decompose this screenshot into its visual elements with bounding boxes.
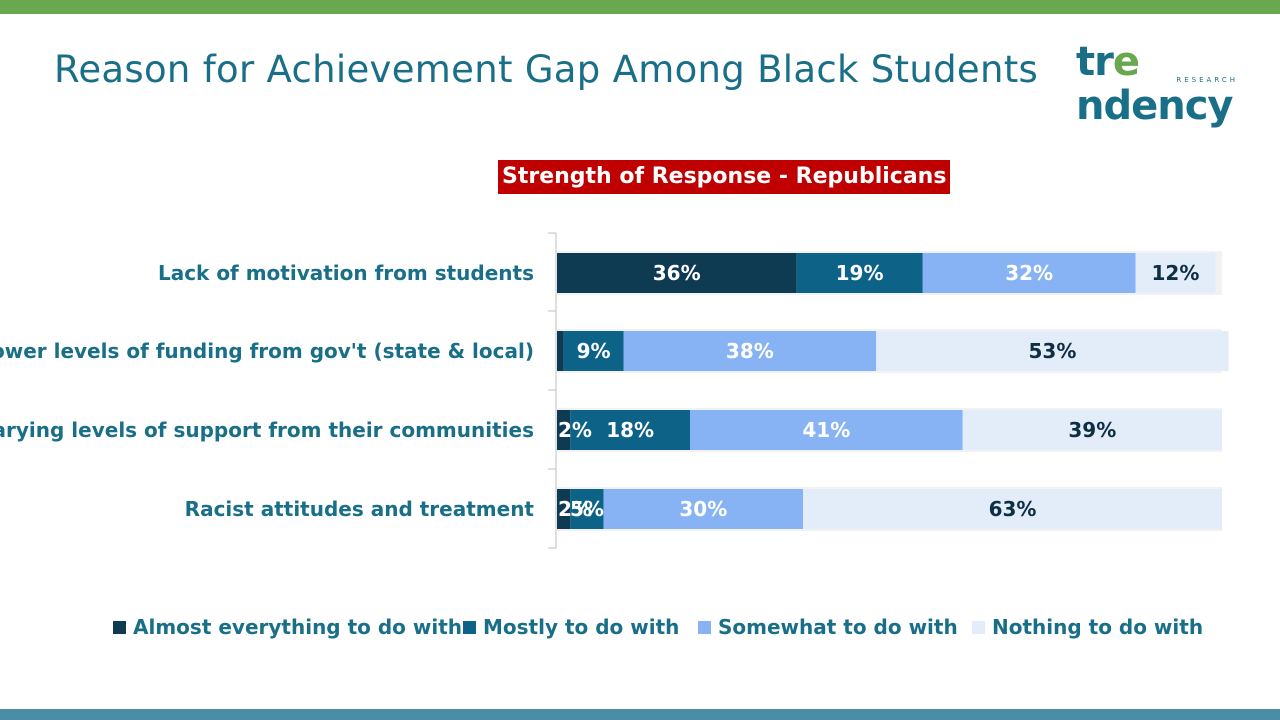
logo-word-start: tr xyxy=(1076,39,1114,85)
bar-segment xyxy=(557,253,797,293)
chart-legend: Almost everything to do with Mostly to do… xyxy=(0,612,1280,642)
data-label: 32% xyxy=(1005,261,1053,285)
bar-segment xyxy=(922,253,1136,293)
data-label: 5% xyxy=(570,497,604,521)
page-title: Reason for Achievement Gap Among Black S… xyxy=(54,48,1039,91)
bar-segment xyxy=(623,331,877,371)
legend-swatch xyxy=(698,620,711,634)
legend-label: Nothing to do with xyxy=(992,615,1204,639)
legend-item: Somewhat to do with xyxy=(698,612,958,642)
data-label: 41% xyxy=(802,418,850,442)
bar-segment xyxy=(557,331,564,371)
bar-segment xyxy=(690,410,963,450)
legend-swatch xyxy=(463,620,476,634)
data-label: 2% xyxy=(558,497,592,521)
category-label: Racist attitudes and treatment xyxy=(185,497,535,521)
legend-label: Almost everything to do with xyxy=(133,615,462,639)
legend-item: Almost everything to do with xyxy=(113,612,462,642)
data-label: 39% xyxy=(1068,418,1116,442)
logo-subtitle: RESEARCH xyxy=(1176,76,1238,84)
legend-swatch xyxy=(972,620,985,634)
logo-e-mark: e xyxy=(1112,39,1140,85)
data-label: 38% xyxy=(726,339,774,363)
logo-word-end: ndency xyxy=(1076,83,1233,129)
bar-segment xyxy=(557,410,571,450)
bar-segment xyxy=(962,410,1222,450)
bar-segment xyxy=(563,331,624,371)
bar-segment xyxy=(796,253,923,293)
bar-segment xyxy=(557,489,571,529)
top-accent-bar xyxy=(0,0,1280,14)
legend-item: Nothing to do with xyxy=(972,612,1203,642)
trendency-logo: trendency RESEARCH xyxy=(1076,40,1246,128)
data-label: 2% xyxy=(558,418,592,442)
data-label: 36% xyxy=(653,261,701,285)
legend-swatch xyxy=(113,620,126,634)
bar-segment xyxy=(570,410,690,450)
legend-label: Mostly to do with xyxy=(483,615,680,639)
data-label: 53% xyxy=(1028,339,1076,363)
chart-title: Strength of Response - Republicans xyxy=(498,160,951,194)
data-label: 18% xyxy=(606,418,654,442)
data-label: 63% xyxy=(989,497,1037,521)
bottom-accent-bar xyxy=(0,709,1280,720)
data-label: 9% xyxy=(577,339,611,363)
bar-segment xyxy=(876,331,1229,371)
data-label: 19% xyxy=(836,261,884,285)
bar-segment xyxy=(803,489,1222,529)
legend-item: Mostly to do with xyxy=(463,612,679,642)
bar-segment xyxy=(570,489,604,529)
category-label: Lower levels of funding from gov't (stat… xyxy=(0,339,534,363)
logo-wordmark: trendency xyxy=(1076,40,1246,128)
data-label: 12% xyxy=(1152,261,1200,285)
bar-segment xyxy=(603,489,804,529)
legend-label: Somewhat to do with xyxy=(718,615,958,639)
category-label: Varying levels of support from their com… xyxy=(0,418,534,442)
bar-segment xyxy=(1135,253,1216,293)
data-label: 30% xyxy=(679,497,727,521)
category-label: Lack of motivation from students xyxy=(158,261,534,285)
